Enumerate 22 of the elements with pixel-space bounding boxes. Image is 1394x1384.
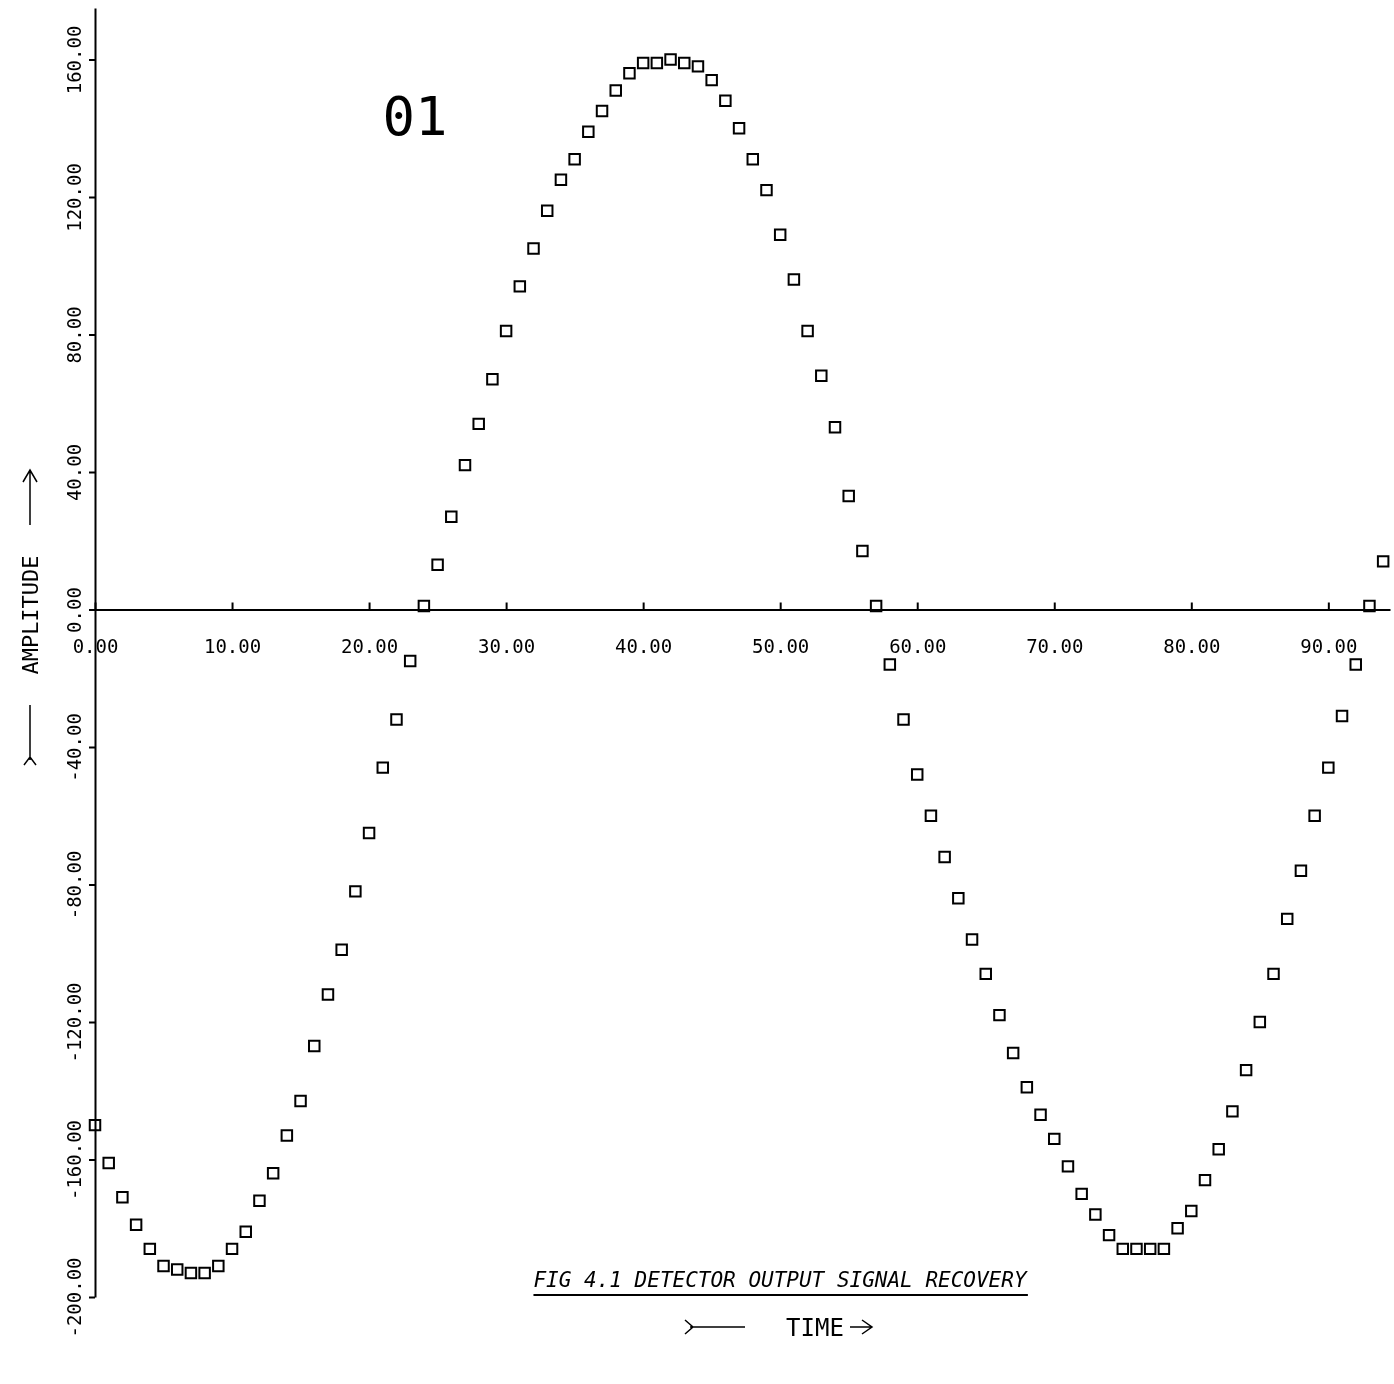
x-tick-label: 30.00 [478, 634, 536, 657]
y-tick-label: 80.00 [63, 306, 85, 364]
y-tick-label: -120.00 [63, 982, 85, 1063]
x-tick-label: 90.00 [1300, 634, 1358, 657]
x-tick-label: 50.00 [752, 634, 810, 657]
y-tick-label: -160.00 [63, 1119, 85, 1201]
x-tick-label: 70.00 [1026, 634, 1084, 657]
y-tick-label: 160.00 [63, 25, 85, 95]
y-axis-title: AMPLITUDE [18, 555, 43, 675]
x-tick-label: 60.00 [889, 634, 947, 657]
y-tick-label: -40.00 [63, 713, 85, 782]
y-tick-label: -80.00 [63, 850, 85, 920]
text: FIG 4.1 DETECTOR OUTPUT SIGNAL RECOVERY [533, 1268, 1028, 1292]
y-tick-label: 40.00 [63, 443, 85, 502]
x-tick-label: 20.00 [340, 634, 399, 657]
x-tick-label: 80.00 [1163, 634, 1221, 657]
y-tick-label: -200.00 [63, 1257, 85, 1338]
y-tick-label: 120.00 [63, 163, 85, 232]
annotation: 01 [382, 85, 448, 148]
x-tick-label: 10.00 [203, 634, 262, 657]
x-axis-title: TIME [786, 1314, 844, 1342]
x-tick-label: 40.00 [615, 634, 673, 657]
